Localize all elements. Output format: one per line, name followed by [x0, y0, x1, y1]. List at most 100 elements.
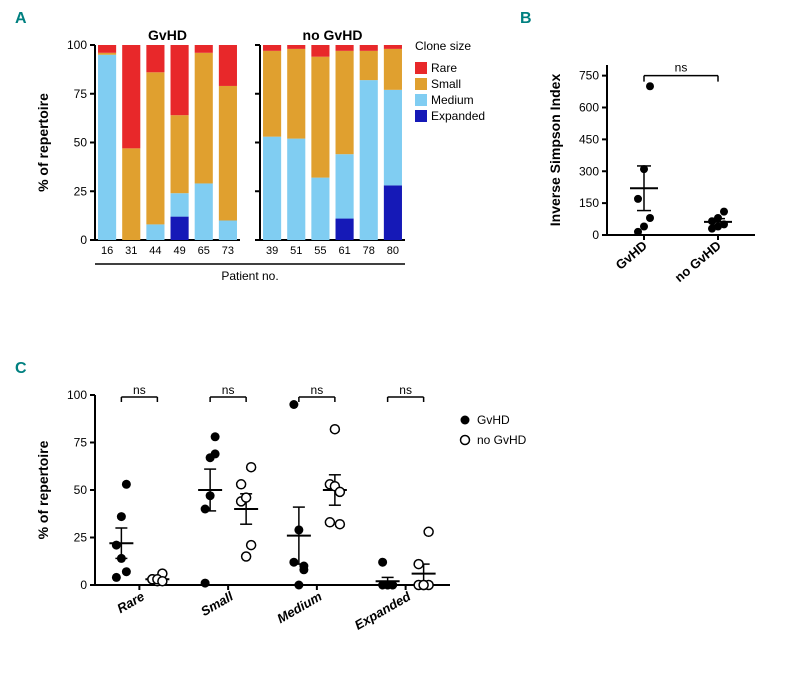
panel-c-point — [242, 493, 251, 502]
panel-a-bar-small — [263, 51, 281, 137]
panel-a-ytick: 25 — [74, 184, 88, 198]
panel-c-point — [201, 505, 210, 514]
panel-a-bar-rare — [122, 45, 140, 148]
panel-c-legend-marker — [461, 416, 470, 425]
panel-a-group-title: no GvHD — [303, 27, 363, 43]
panel-c-ytick: 100 — [67, 388, 87, 402]
panel-b-ylabel: Inverse Simpson Index — [547, 74, 563, 227]
panel-b-xtick: GvHD — [613, 238, 650, 273]
legend-swatch — [415, 94, 427, 106]
panel-c-legend-label: GvHD — [477, 413, 510, 427]
panel-a-bar-rare — [219, 45, 237, 86]
panel-c-point — [211, 449, 220, 458]
panel-b-point — [640, 223, 648, 231]
panel-b-label: B — [520, 10, 532, 28]
panel-a-chart: % of repertoire0255075100GvHD16314449657… — [30, 25, 490, 315]
panel-a-bar-rare — [287, 45, 305, 49]
panel-c-point — [112, 541, 121, 550]
panel-c-point — [330, 425, 339, 434]
panel-c-point — [242, 552, 251, 561]
panel-a-bar-medium — [287, 139, 305, 240]
panel-c-ns: ns — [222, 383, 235, 397]
panel-c-ylabel: % of repertoire — [35, 440, 51, 539]
panel-b-chart: Inverse Simpson Index0150300450600750nsG… — [545, 40, 770, 300]
panel-c-xtick: Medium — [274, 588, 324, 626]
panel-b-ytick: 600 — [579, 101, 599, 115]
panel-a-legend-title: Clone size — [415, 39, 471, 53]
panel-a-patient-label: 16 — [101, 245, 113, 257]
panel-c-ns: ns — [133, 383, 146, 397]
panel-c-point — [294, 525, 303, 534]
panel-a-bar-expanded — [384, 185, 402, 240]
panel-a-patient-label: 61 — [338, 245, 350, 257]
legend-label: Small — [431, 77, 461, 91]
panel-c-point — [289, 558, 298, 567]
panel-c-point — [247, 463, 256, 472]
panel-a-bar-medium — [171, 193, 189, 216]
panel-c-point — [325, 518, 334, 527]
legend-label: Expanded — [431, 109, 485, 123]
panel-c-point — [122, 567, 131, 576]
panel-b-point — [634, 195, 642, 203]
panel-c-legend-marker — [461, 436, 470, 445]
panel-a-bar-rare — [98, 45, 116, 53]
panel-c-point — [289, 400, 298, 409]
panel-a-bar-small — [122, 148, 140, 240]
legend-swatch — [415, 110, 427, 122]
panel-c-ns: ns — [311, 383, 324, 397]
panel-c-point — [112, 573, 121, 582]
panel-a-bar-medium — [311, 178, 329, 240]
panel-a-bar-small — [384, 49, 402, 90]
panel-c-point — [299, 562, 308, 571]
panel-a-patient-label: 80 — [387, 245, 399, 257]
panel-a-patient-label: 65 — [198, 245, 210, 257]
panel-a-bar-medium — [146, 224, 164, 240]
panel-a-bar-small — [219, 86, 237, 221]
panel-a-bar-expanded — [171, 217, 189, 240]
panel-c-xtick: Small — [198, 588, 236, 619]
panel-c-ytick: 50 — [74, 483, 88, 497]
panel-a-bar-medium — [384, 90, 402, 186]
panel-c-point — [424, 527, 433, 536]
panel-c-point — [247, 541, 256, 550]
panel-b-point — [640, 165, 648, 173]
panel-b-point — [720, 220, 728, 228]
panel-b-point — [646, 214, 654, 222]
panel-c-legend-label: no GvHD — [477, 433, 527, 447]
panel-a-bar-small — [311, 57, 329, 178]
panel-b-ytick: 750 — [579, 69, 599, 83]
panel-a-group-title: GvHD — [148, 27, 187, 43]
panel-b-point — [720, 208, 728, 216]
panel-a-bar-small — [171, 115, 189, 193]
panel-b-ytick: 150 — [579, 196, 599, 210]
panel-a-bar-rare — [195, 45, 213, 53]
panel-c-chart: % of repertoire0255075100RarensSmallnsMe… — [30, 375, 550, 660]
panel-a-bar-medium — [98, 55, 116, 240]
panel-c-point — [335, 487, 344, 496]
panel-b-point — [634, 228, 642, 236]
panel-a-bar-medium — [263, 137, 281, 240]
panel-c-point — [294, 581, 303, 590]
panel-b-point — [646, 82, 654, 90]
panel-c-point — [211, 432, 220, 441]
panel-a-bar-small — [287, 49, 305, 139]
panel-a-ytick: 100 — [67, 38, 87, 52]
panel-a-bar-rare — [146, 45, 164, 72]
panel-b-ns: ns — [675, 61, 688, 75]
panel-a-bar-small — [146, 72, 164, 224]
panel-c-point — [117, 512, 126, 521]
panel-a-patient-label: 39 — [266, 245, 278, 257]
panel-c-point — [122, 480, 131, 489]
panel-c-point — [335, 520, 344, 529]
panel-a-bar-expanded — [336, 219, 354, 240]
legend-label: Medium — [431, 93, 474, 107]
panel-a-patient-label: 78 — [363, 245, 375, 257]
panel-a-bar-small — [336, 51, 354, 154]
panel-a-bar-rare — [384, 45, 402, 49]
panel-a-patient-label: 51 — [290, 245, 302, 257]
panel-b-ytick: 300 — [579, 164, 599, 178]
panel-c-point — [378, 558, 387, 567]
panel-c-point — [201, 579, 210, 588]
panel-a-ylabel: % of repertoire — [35, 93, 51, 192]
panel-a-label: A — [15, 10, 27, 28]
